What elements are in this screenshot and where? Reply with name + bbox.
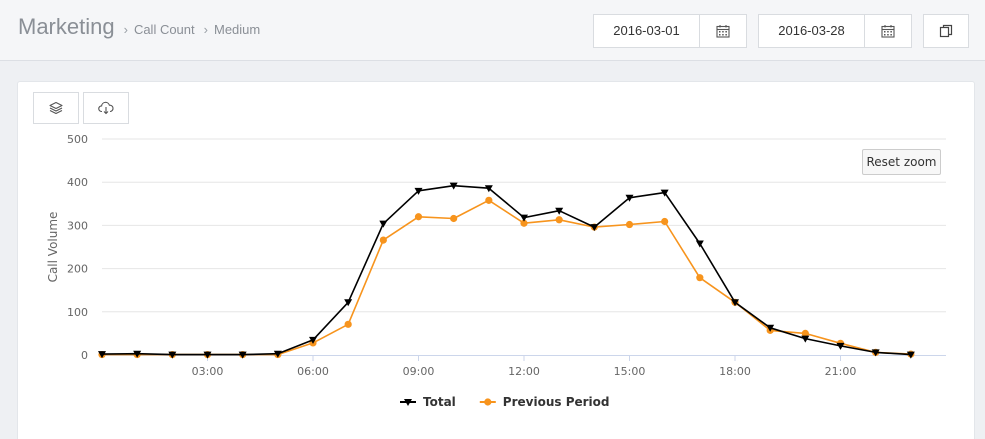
breadcrumb-item-medium[interactable]: Medium: [213, 22, 261, 37]
layers-icon: [49, 101, 63, 115]
breadcrumb-item-call-count[interactable]: Call Count: [133, 22, 195, 37]
data-point[interactable]: [379, 236, 387, 244]
end-date-input[interactable]: 2016-03-28: [759, 15, 865, 47]
x-tick-label: 21:00: [825, 365, 857, 378]
y-axis: 0 100 200 300 400 500: [67, 133, 88, 362]
data-point[interactable]: [238, 351, 247, 359]
chart-legend: Total Previous Period: [400, 395, 610, 409]
data-point[interactable]: [414, 213, 423, 221]
data-point[interactable]: [273, 350, 282, 358]
breadcrumb: Marketing › Call Count › Medium: [18, 14, 260, 40]
chart-series: [98, 182, 915, 359]
legend-item-previous-period[interactable]: Previous Period: [479, 395, 610, 409]
data-point[interactable]: [203, 351, 212, 359]
end-date-picker: 2016-03-28: [758, 14, 912, 48]
data-point[interactable]: [661, 217, 669, 226]
legend-marker: [484, 398, 492, 406]
cloud-download-icon: [98, 101, 114, 115]
layers-button[interactable]: [33, 92, 79, 124]
legend-label: Total: [423, 395, 456, 409]
x-tick-label: 12:00: [508, 365, 540, 378]
chart-card: [17, 81, 975, 439]
x-tick-label: 06:00: [297, 365, 329, 378]
y-tick-label: 200: [67, 263, 88, 276]
data-point[interactable]: [731, 299, 739, 307]
data-point[interactable]: [696, 274, 704, 282]
y-tick-label: 300: [67, 219, 88, 232]
y-tick-label: 0: [81, 349, 88, 362]
page-title: Marketing: [18, 14, 115, 39]
y-tick-label: 500: [67, 133, 88, 146]
start-date-calendar-button[interactable]: [700, 15, 746, 47]
data-point[interactable]: [555, 207, 564, 215]
data-point[interactable]: [625, 194, 634, 202]
legend-item-total[interactable]: Total: [400, 395, 456, 409]
data-point[interactable]: [133, 350, 142, 358]
data-point[interactable]: [625, 220, 634, 229]
data-point[interactable]: [590, 224, 599, 232]
reset-zoom-button[interactable]: Reset zoom: [862, 149, 941, 175]
legend-label: Previous Period: [503, 395, 610, 409]
data-point[interactable]: [485, 196, 493, 204]
data-point[interactable]: [344, 299, 353, 307]
calendar-icon: [881, 25, 895, 38]
data-point[interactable]: [520, 219, 528, 227]
data-point[interactable]: [344, 320, 352, 328]
data-point[interactable]: [695, 240, 704, 248]
copy-icon: [939, 24, 953, 38]
series-line-total: [101, 184, 911, 356]
data-point[interactable]: [906, 351, 915, 359]
data-point[interactable]: [801, 329, 809, 337]
series-total: [98, 182, 915, 359]
start-date-input[interactable]: 2016-03-01: [594, 15, 700, 47]
data-point[interactable]: [836, 342, 845, 350]
y-tick-label: 400: [67, 176, 88, 189]
y-axis-title: Call Volume: [46, 212, 60, 283]
series-line-previous-period: [102, 199, 911, 356]
data-point[interactable]: [871, 349, 880, 357]
x-tick-label: 15:00: [614, 365, 646, 378]
data-point[interactable]: [555, 216, 563, 224]
data-point[interactable]: [449, 182, 458, 190]
data-point[interactable]: [801, 335, 810, 343]
x-axis: 03:00 06:00 09:00 12:00 15:00 18:00 21:00: [192, 355, 857, 378]
y-tick-label: 100: [67, 306, 88, 319]
calendar-icon: [716, 25, 730, 38]
data-point[interactable]: [98, 351, 106, 359]
chevron-right-icon: ›: [203, 22, 208, 37]
data-point[interactable]: [414, 187, 423, 195]
data-point[interactable]: [660, 189, 669, 197]
download-button[interactable]: [83, 92, 129, 124]
data-point[interactable]: [450, 214, 458, 223]
x-tick-label: 18:00: [719, 365, 751, 378]
data-point[interactable]: [766, 324, 775, 332]
chevron-right-icon: ›: [123, 22, 128, 37]
data-point[interactable]: [520, 214, 528, 222]
data-point[interactable]: [309, 336, 317, 344]
compare-copy-button[interactable]: [923, 14, 969, 48]
end-date-calendar-button[interactable]: [865, 15, 911, 47]
data-point[interactable]: [484, 185, 493, 193]
start-date-picker: 2016-03-01: [593, 14, 747, 48]
legend-marker: [404, 399, 412, 406]
x-tick-label: 09:00: [403, 365, 435, 378]
data-point[interactable]: [168, 351, 177, 359]
data-point[interactable]: [379, 220, 388, 228]
top-bar: Marketing › Call Count › Medium 2016-03-…: [0, 0, 985, 61]
x-tick-label: 03:00: [192, 365, 224, 378]
